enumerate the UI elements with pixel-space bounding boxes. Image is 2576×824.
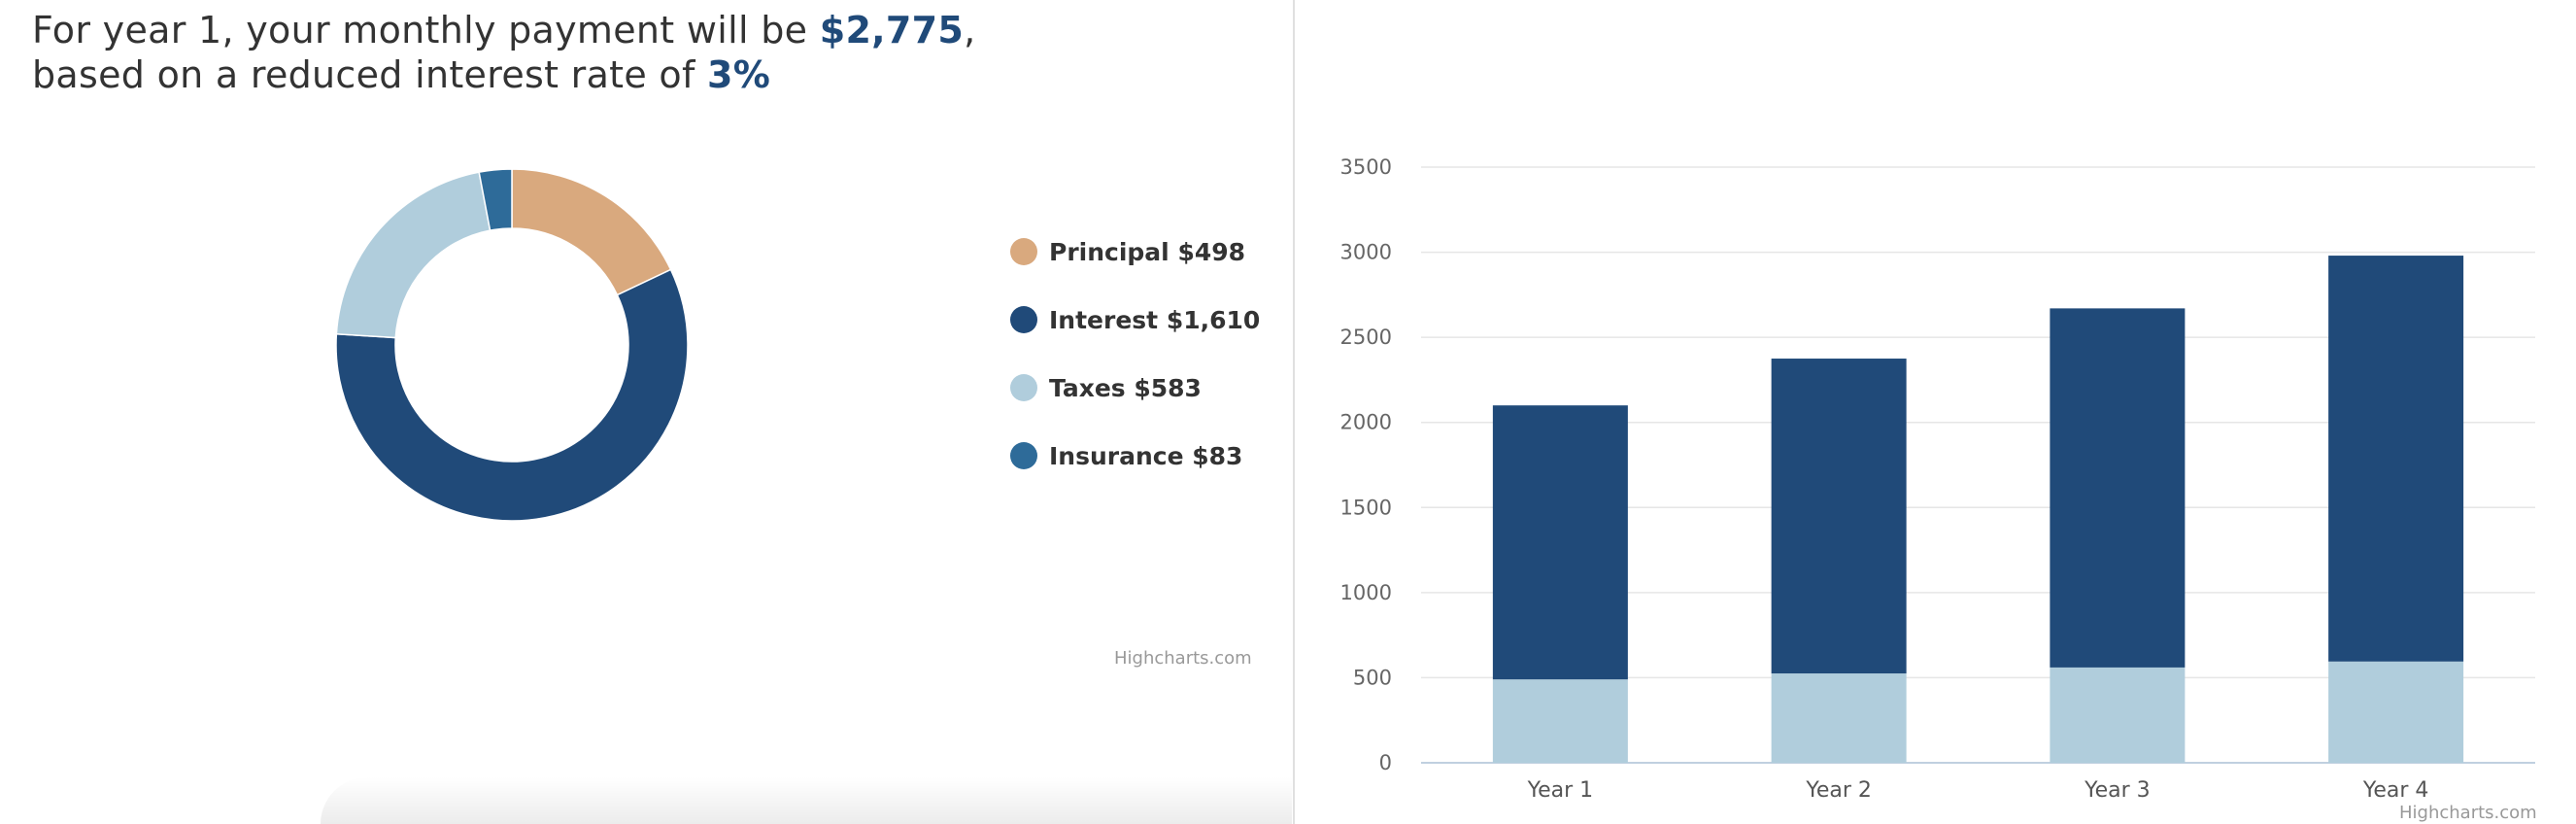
donut-slice-insurance[interactable] [478,168,513,231]
headline-text-line2: based on a reduced interest rate of [32,53,708,96]
legend-label-interest: Interest $1,610 [1049,305,1261,334]
bar-segment-2-year-1[interactable] [1492,405,1628,680]
bar-segment-1-year-1[interactable] [1492,679,1628,763]
bar-segment-2-year-3[interactable] [2050,308,2186,668]
monthly-payment-value: $2,775 [819,9,965,52]
panel-divider [1293,0,1295,824]
taxes-swatch-icon [1010,374,1037,401]
bar-segment-1-year-4[interactable] [2328,661,2464,763]
headline: For year 1, your monthly payment will be… [32,8,1198,97]
legend-label-taxes: Taxes $583 [1049,373,1202,402]
y-tick-label: 2000 [1340,411,1392,434]
insurance-swatch-icon [1010,442,1037,469]
donut-chart [335,168,689,522]
legend-item-taxes[interactable]: Taxes $583 [1010,354,1302,422]
y-tick-label: 2500 [1340,326,1392,349]
y-tick-label: 3000 [1340,241,1392,264]
x-tick-label: Year 2 [1805,778,1872,803]
bar-segment-2-year-2[interactable] [1771,359,1907,674]
legend-item-interest[interactable]: Interest $1,610 [1010,286,1302,354]
donut-credit-link[interactable]: Highcharts.com [1114,648,1252,669]
y-tick-label: 1000 [1340,581,1392,604]
y-tick-label: 1500 [1340,496,1392,519]
bar-segment-2-year-4[interactable] [2328,256,2464,662]
x-tick-label: Year 3 [2084,778,2151,803]
principal-swatch-icon [1010,238,1037,265]
y-tick-label: 500 [1353,666,1392,689]
x-tick-label: Year 1 [1527,778,1594,803]
donut-slice-taxes[interactable] [335,171,491,339]
bar-credit-link[interactable]: Highcharts.com [2399,803,2537,823]
stacked-bar-chart: 0 500 1000 1500 2000 2500 3000 3500 Year 1 Year 2… [1340,155,2535,803]
bar-segment-1-year-3[interactable] [2050,667,2186,763]
interest-rate-value: 3% [707,53,771,96]
y-tick-label: 3500 [1340,155,1392,179]
legend-label-insurance: Insurance $83 [1049,441,1243,470]
legend-label-principal: Principal $498 [1049,237,1246,266]
y-tick-label: 0 [1379,751,1392,774]
legend-item-insurance[interactable]: Insurance $83 [1010,422,1302,490]
bar-segment-1-year-2[interactable] [1771,673,1907,763]
donut-slice-interest[interactable] [335,268,689,522]
x-tick-label: Year 4 [2362,778,2429,803]
interest-swatch-icon [1010,306,1037,333]
donut-legend: Principal $498 Interest $1,610 Taxes $58… [1010,218,1302,490]
headline-text: For year 1, your monthly payment will be [32,9,820,52]
headline-comma: , [964,9,976,52]
legend-item-principal[interactable]: Principal $498 [1010,218,1302,286]
bottom-shadow [321,777,1292,824]
donut-slice-principal[interactable] [511,168,672,296]
